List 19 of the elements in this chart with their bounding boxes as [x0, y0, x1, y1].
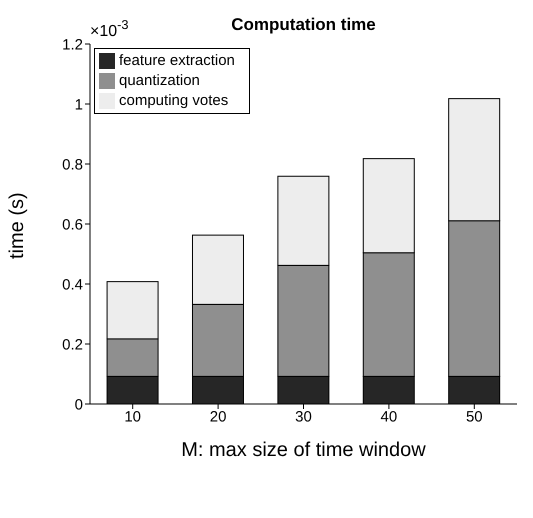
text: ×10$^{-3}$ — [90, 16, 129, 40]
y-tick-label: 0.2 — [62, 336, 83, 354]
x-axis-title: M: max size of time window — [181, 439, 426, 461]
x-tick-label: 40 — [380, 408, 398, 426]
y-tick-label: 0.6 — [62, 216, 83, 234]
legend-label: feature extraction — [119, 52, 235, 69]
y-tick-label: 0.8 — [62, 156, 83, 174]
y-tick-label: 1 — [74, 96, 83, 114]
legend-label: computing votes — [119, 92, 228, 109]
y-tick-label: 1.2 — [62, 36, 83, 54]
legend-label: quantization — [119, 72, 200, 89]
x-tick-label: 50 — [466, 408, 483, 426]
y-tick-label: 0 — [74, 396, 83, 414]
x-tick-label: 20 — [210, 408, 226, 426]
chart-title: Computation time — [231, 15, 376, 34]
y-axis-title: time (s) — [6, 192, 28, 259]
x-tick-label: 10 — [124, 408, 142, 426]
y-tick-label: 0.4 — [62, 276, 83, 294]
x-tick-label: 30 — [295, 408, 312, 426]
